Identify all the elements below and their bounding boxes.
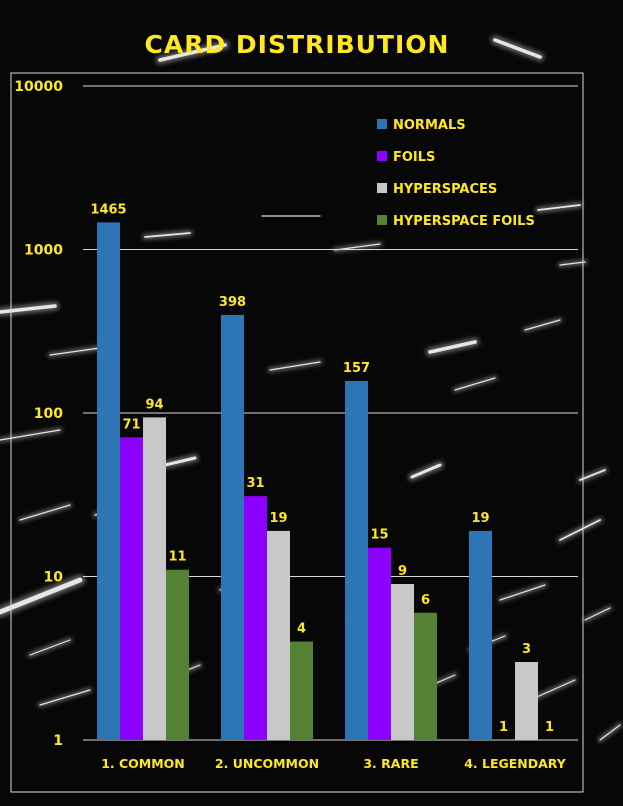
streak — [161, 454, 199, 469]
bar — [345, 380, 368, 740]
bar — [414, 612, 437, 740]
legend-label: HYPERSPACES — [393, 182, 497, 197]
bar — [166, 569, 189, 740]
bar — [391, 583, 414, 740]
streak — [497, 582, 548, 603]
data-label: 19 — [269, 511, 287, 526]
bar — [290, 641, 313, 740]
bar — [244, 496, 267, 740]
data-label: 71 — [122, 417, 140, 432]
streak — [17, 502, 73, 523]
legend-item: NORMALS — [377, 118, 466, 133]
data-label: 157 — [343, 361, 370, 376]
streak — [535, 202, 583, 213]
data-label: 4 — [297, 622, 306, 637]
streak — [597, 722, 623, 743]
streak — [490, 35, 545, 62]
data-label: 94 — [145, 397, 163, 412]
streak — [0, 574, 86, 618]
data-label: 1465 — [90, 202, 126, 217]
streak — [142, 230, 193, 240]
plot-frame — [10, 72, 584, 793]
data-label: 11 — [168, 550, 186, 565]
data-label: 1 — [545, 720, 554, 735]
bar — [515, 661, 538, 740]
legend-swatch — [377, 151, 387, 161]
data-label: 31 — [246, 476, 264, 491]
x-tick-label: 3. RARE — [363, 756, 418, 771]
streak — [557, 517, 603, 543]
bar — [469, 530, 492, 740]
gridlines — [83, 85, 578, 741]
data-label: 9 — [398, 564, 407, 579]
bar — [120, 437, 143, 740]
y-tick-label: 1 — [53, 733, 63, 749]
bar — [267, 530, 290, 740]
streak — [582, 605, 613, 623]
data-label: 15 — [370, 528, 388, 543]
streak — [47, 345, 103, 358]
y-tick-label: 100 — [34, 406, 63, 422]
data-label: 19 — [471, 511, 489, 526]
bars — [97, 222, 538, 740]
x-tick-label: 1. COMMON — [101, 756, 185, 771]
legend-label: HYPERSPACE FOILS — [393, 214, 535, 229]
y-tick-label: 10000 — [14, 79, 63, 95]
legend-swatch — [377, 215, 387, 225]
bar — [97, 222, 120, 740]
streak — [522, 317, 563, 333]
bar — [368, 547, 391, 740]
bar — [143, 417, 166, 740]
data-label: 1 — [499, 720, 508, 735]
y-axis: 1 10 100 1000 10000 — [14, 79, 63, 749]
streak — [267, 359, 323, 373]
streak — [425, 337, 480, 357]
streak — [155, 40, 230, 65]
bar — [221, 314, 244, 740]
y-tick-label: 1000 — [24, 243, 63, 259]
legend-item: HYPERSPACES — [377, 182, 497, 197]
data-label: 3 — [522, 642, 531, 657]
legend-item: FOILS — [377, 150, 435, 165]
legend-label: NORMALS — [393, 118, 466, 133]
legend-item: HYPERSPACE FOILS — [377, 214, 535, 229]
data-label: 6 — [421, 593, 430, 608]
x-axis: 1. COMMON 2. UNCOMMON 3. RARE 4. LEGENDARY — [101, 756, 567, 771]
legend-label: FOILS — [393, 150, 435, 165]
streak — [557, 259, 588, 268]
legend-swatch — [377, 183, 387, 193]
legend: NORMALS FOILS HYPERSPACES HYPERSPACE FOILS — [377, 118, 535, 229]
y-tick-label: 10 — [44, 570, 64, 586]
streak — [0, 301, 60, 317]
streak — [577, 467, 608, 483]
hyperspace-streaks — [0, 35, 623, 743]
streak — [408, 461, 444, 481]
legend-swatch — [377, 119, 387, 129]
data-label: 398 — [219, 295, 246, 310]
streak — [452, 375, 498, 393]
x-tick-label: 2. UNCOMMON — [215, 756, 319, 771]
x-tick-label: 4. LEGENDARY — [464, 756, 567, 771]
chart-title: CARD DISTRIBUTION — [145, 30, 450, 59]
streak — [27, 637, 73, 658]
streak — [0, 427, 63, 443]
streak — [37, 687, 93, 708]
